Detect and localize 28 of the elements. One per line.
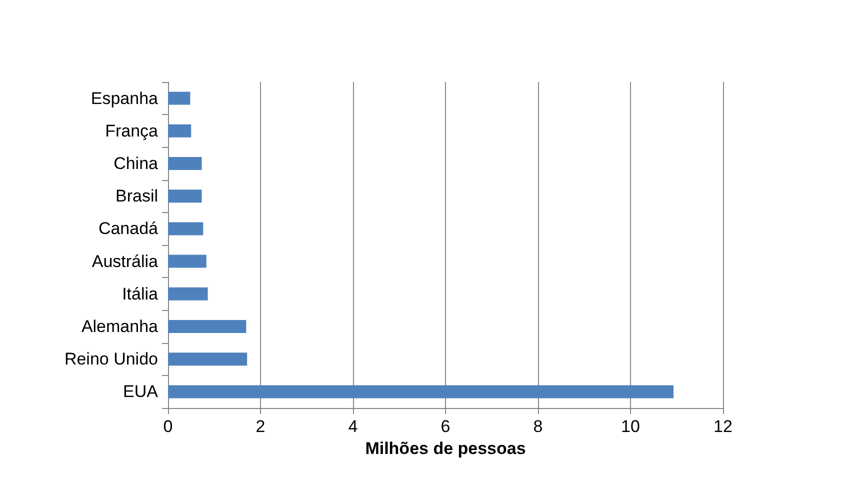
- bar: [168, 124, 192, 138]
- bar: [168, 92, 190, 105]
- y-tick-label: Reino Unido: [64, 350, 158, 369]
- bar: [168, 287, 208, 300]
- bar: [168, 385, 674, 398]
- y-tick-label: China: [114, 154, 159, 173]
- y-tick-label: Itália: [122, 284, 159, 304]
- bar: [168, 190, 202, 203]
- y-tick-label: Espanha: [90, 88, 159, 108]
- y-tick-label: Brasil: [115, 186, 158, 206]
- bar: [168, 352, 248, 366]
- y-tick-label: Canadá: [98, 219, 159, 238]
- y-tick-label: Alemanha: [81, 317, 159, 336]
- x-tick-label: 0: [163, 417, 173, 436]
- x-tick-label: 4: [348, 417, 358, 436]
- y-tick-label: França: [105, 121, 159, 140]
- bar: [168, 254, 206, 268]
- x-axis-title: Milhões de pessoas: [365, 439, 526, 458]
- bar: [168, 320, 246, 333]
- y-tick-label: Austrália: [92, 252, 159, 271]
- x-tick-label: 2: [256, 417, 266, 436]
- y-tick-label: EUA: [123, 382, 159, 402]
- x-tick-label: 8: [533, 417, 543, 436]
- x-tick-label: 10: [621, 417, 640, 436]
- bar: [168, 222, 204, 236]
- bar: [168, 157, 202, 170]
- x-tick-label: 6: [440, 417, 450, 436]
- x-tick-label: 12: [714, 417, 732, 436]
